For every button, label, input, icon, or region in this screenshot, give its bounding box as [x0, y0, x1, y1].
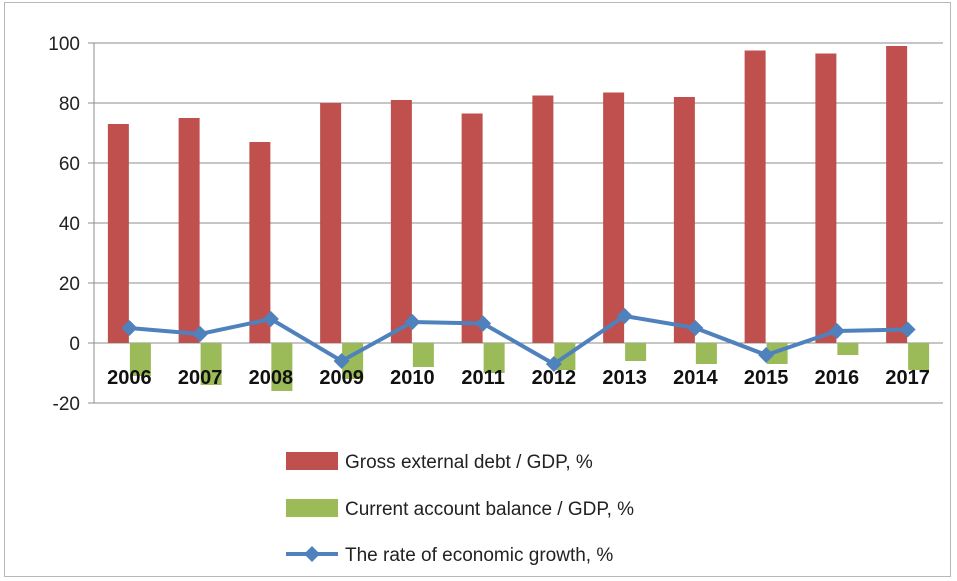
bar-current-account-balance [200, 343, 222, 385]
bar-gross-external-debt [815, 53, 837, 343]
point-economic-growth [121, 320, 138, 336]
x-tick-label: 2006 [107, 367, 152, 389]
bar-current-account-balance [412, 343, 434, 367]
x-tick-label: 2010 [390, 367, 435, 389]
bar-gross-external-debt [390, 100, 412, 343]
y-axis: -20 0 20 40 60 80 100 [48, 34, 95, 415]
bar-current-account-balance [695, 343, 717, 364]
bar-gross-external-debt [673, 97, 695, 343]
legend-label: Gross external debt / GDP, % [345, 452, 593, 473]
x-tick-label: 2007 [178, 367, 223, 389]
x-tick-label: 2016 [815, 367, 860, 389]
point-economic-growth [333, 353, 350, 369]
y-tick-label: 80 [59, 94, 80, 115]
bar-current-account-balance [271, 343, 293, 391]
x-tick-label: 2017 [885, 367, 930, 389]
bar-current-account-balance [908, 343, 930, 370]
chart: -20 0 20 40 60 80 100 2006 2007 2008 2009 2010 2011… [48, 34, 943, 566]
point-economic-growth [687, 320, 704, 336]
legend-key-current-account-balance [286, 499, 338, 517]
point-economic-growth [616, 308, 633, 324]
bars [107, 46, 930, 391]
x-tick-label: 2008 [249, 367, 294, 389]
point-economic-growth [404, 314, 421, 330]
bar-current-account-balance [483, 343, 505, 373]
x-tick-label: 2011 [461, 367, 504, 389]
point-economic-growth [545, 356, 562, 372]
y-tick-label: 40 [59, 214, 80, 235]
line-economic-growth [129, 313, 908, 367]
x-tick-label: 2009 [319, 367, 364, 389]
x-tick-label: 2014 [673, 367, 718, 389]
legend-label: Current account balance / GDP, % [345, 499, 634, 520]
bar-current-account-balance [625, 343, 647, 361]
bar-current-account-balance [837, 343, 859, 355]
bar-current-account-balance [129, 343, 151, 376]
point-economic-growth [475, 315, 492, 332]
point-economic-growth [192, 326, 209, 342]
bar-gross-external-debt [744, 50, 766, 343]
point-economic-growth [828, 323, 845, 339]
bar-gross-external-debt [603, 92, 625, 343]
bar-gross-external-debt [249, 142, 271, 343]
chart-frame: -20 0 20 40 60 80 100 2006 2007 2008 2009 2010 2011… [4, 2, 951, 577]
bar-gross-external-debt [461, 113, 483, 343]
y-tick-label: 100 [48, 34, 80, 55]
point-economic-growth [262, 311, 279, 327]
y-tick-label: 0 [69, 334, 80, 355]
x-tick-label: 2013 [602, 367, 647, 389]
legend-key-gross-external-debt [286, 452, 338, 470]
bar-gross-external-debt [107, 124, 129, 343]
growth-line [121, 308, 916, 372]
bar-gross-external-debt [320, 103, 342, 343]
x-tick-label: 2015 [744, 367, 789, 389]
legend: Gross external debt / GDP, % Current acco… [286, 452, 634, 566]
y-tick-label: 20 [59, 274, 80, 295]
bar-gross-external-debt [532, 95, 554, 343]
legend-marker-economic-growth [304, 546, 320, 562]
point-economic-growth [899, 321, 916, 338]
x-tick-label: 2012 [532, 367, 577, 389]
bar-gross-external-debt [886, 46, 908, 343]
gridlines [94, 42, 943, 404]
bar-gross-external-debt [178, 118, 200, 343]
point-economic-growth [758, 347, 775, 363]
legend-label: The rate of economic growth, % [345, 545, 613, 566]
y-tick-label: -20 [53, 394, 80, 415]
x-axis: 2006 2007 2008 2009 2010 2011 2012 2013 2014 2015… [107, 367, 930, 389]
y-tick-label: 60 [59, 154, 80, 175]
